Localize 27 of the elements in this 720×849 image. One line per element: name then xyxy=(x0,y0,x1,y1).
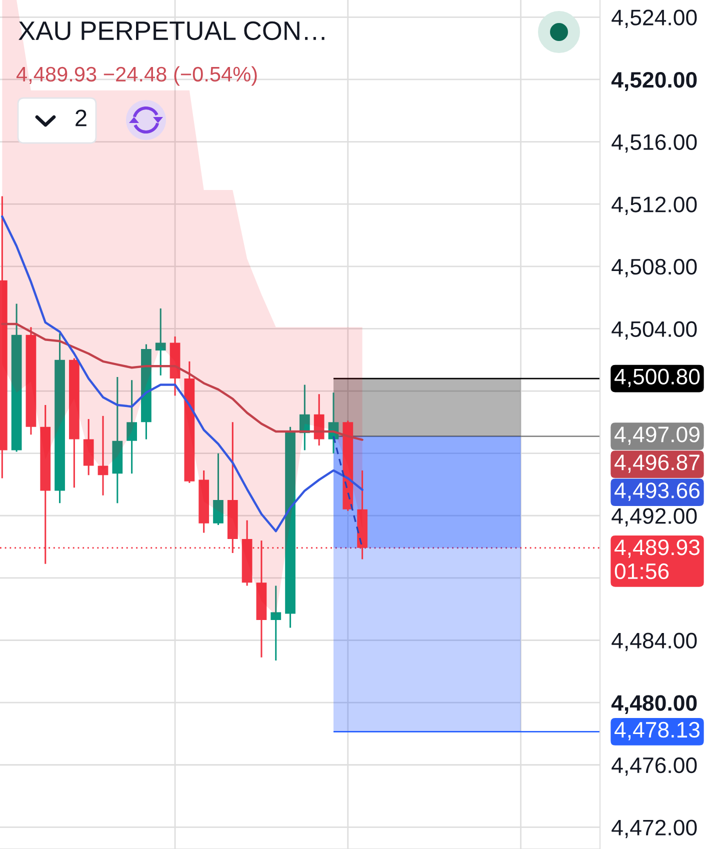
candlestick xyxy=(270,584,282,662)
annotation: 2 xyxy=(76,110,86,126)
y-tick-label: 4,520.00 xyxy=(611,72,697,91)
y-tick-label: 4,480.00 xyxy=(611,695,697,714)
candlestick xyxy=(213,452,224,526)
y-tick-label: 4,472.00 xyxy=(612,820,697,838)
ref-line-label: 4,478.13 xyxy=(614,722,700,740)
text: 4,496.87 xyxy=(614,454,700,473)
text: 4,493.66 xyxy=(614,482,700,501)
y-tick-label: 4,516.00 xyxy=(612,134,697,153)
y-tick-label: 4,508.00 xyxy=(612,258,697,278)
ref-line-label: 4,500.80 xyxy=(614,368,700,388)
y-tick-label: 4,476.00 xyxy=(612,757,697,776)
ref-line-label: 4,489.93 01:56 xyxy=(614,539,700,580)
candlestick xyxy=(98,415,108,496)
ref-line-label: 4,497.09 xyxy=(614,426,700,445)
y-tick-label: 4,492.00 xyxy=(612,508,697,527)
y-tick-label: 4,484.00 xyxy=(612,632,697,652)
y-tick-label: 4,512.00 xyxy=(612,196,697,215)
y-tick-label: 4,504.00 xyxy=(612,321,697,340)
candlestick xyxy=(126,379,137,474)
y-tick-label: 4,524.00 xyxy=(612,10,697,28)
line-series xyxy=(1,215,364,532)
text: 4,489.93 −24.48 (−0.54%) xyxy=(16,66,257,86)
line-series xyxy=(1,322,364,441)
candlestick xyxy=(155,308,166,376)
text: XAU PERPETUAL CON… xyxy=(18,21,324,40)
